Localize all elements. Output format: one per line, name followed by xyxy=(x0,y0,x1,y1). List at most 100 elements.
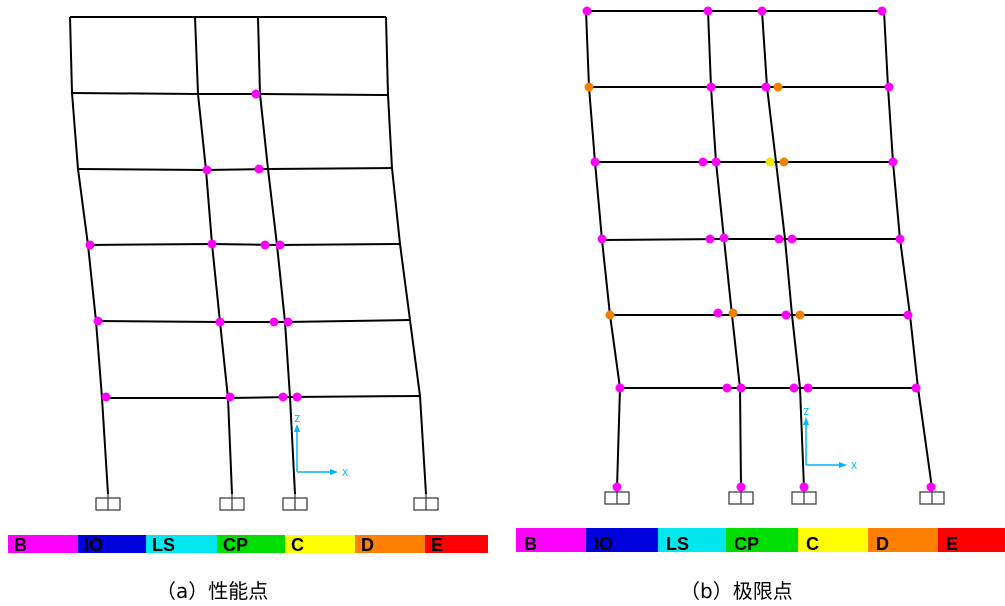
legend-item-cp: CP xyxy=(726,528,798,554)
column-3 xyxy=(761,10,805,489)
plastic-hinge-B xyxy=(698,157,708,167)
fixed-support-3 xyxy=(282,494,308,511)
plastic-hinge-B xyxy=(93,316,103,326)
plastic-hinge-D xyxy=(773,82,783,92)
plastic-hinge-B xyxy=(582,6,592,16)
plastic-hinge-B xyxy=(736,482,746,492)
plastic-hinge-B xyxy=(101,392,111,402)
plastic-hinge-B xyxy=(254,164,264,174)
plastic-hinge-B xyxy=(615,383,625,393)
column-1 xyxy=(585,10,622,489)
legend-item-d: D xyxy=(868,528,938,554)
legend-item-e: E xyxy=(425,535,488,555)
legend-swatch xyxy=(217,535,285,553)
legend-swatch xyxy=(425,535,488,553)
legend-label: IO xyxy=(84,535,103,555)
plastic-hinge-B xyxy=(85,240,95,250)
plastic-hinge-B xyxy=(736,383,746,393)
plastic-hinge-B xyxy=(590,157,600,167)
legend-item-ls: LS xyxy=(658,528,726,554)
legend-item-b: B xyxy=(8,535,78,555)
plastic-hinge-B xyxy=(202,165,212,175)
plastic-hinge-B xyxy=(761,82,771,92)
fixed-support-1 xyxy=(95,494,121,511)
legend-label: D xyxy=(876,534,889,554)
column-3 xyxy=(257,16,296,495)
plastic-hinge-B xyxy=(781,310,791,320)
legend-swatch xyxy=(868,528,938,552)
legend-item-e: E xyxy=(938,528,1005,554)
legend-swatch xyxy=(146,535,217,553)
plastic-hinge-B xyxy=(283,317,293,327)
legend-label: D xyxy=(361,535,374,555)
legend-item-b: B xyxy=(516,528,586,554)
legend-swatch xyxy=(658,528,726,552)
plastic-hinge-B xyxy=(705,234,715,244)
column-4 xyxy=(385,16,427,495)
plastic-hinge-B xyxy=(787,234,797,244)
plastic-hinge-B xyxy=(884,82,894,92)
plastic-hinge-B xyxy=(789,383,799,393)
beam-floor-1 xyxy=(102,395,421,399)
column-4 xyxy=(883,10,933,489)
legend-item-c: C xyxy=(285,535,355,555)
plastic-hinge-B xyxy=(803,383,813,393)
legend-swatch xyxy=(78,535,146,553)
plastic-hinge-B xyxy=(713,308,723,318)
plastic-hinge-D xyxy=(779,157,789,167)
caption-b: （b）极限点 xyxy=(680,579,793,603)
axis-triad: ZX xyxy=(294,414,348,479)
x-axis-label: X xyxy=(342,468,348,479)
legend-label: IO xyxy=(594,534,613,554)
plastic-hinge-B xyxy=(711,157,721,167)
beam-floor-3 xyxy=(601,238,900,241)
axis-triad: ZX xyxy=(803,407,857,472)
plastic-hinge-B xyxy=(269,317,279,327)
legend-label: CP xyxy=(223,535,248,555)
legend-item-cp: CP xyxy=(217,535,285,555)
plastic-hinge-B xyxy=(207,239,217,249)
legend-item-io: IO xyxy=(586,528,658,554)
legend-swatch xyxy=(938,528,1005,552)
hinge-legend-b: B IO LS CP C D E xyxy=(516,528,1005,554)
plastic-hinge-B xyxy=(877,6,887,16)
legend-item-io: IO xyxy=(78,535,146,555)
x-arrow-icon xyxy=(839,462,847,468)
plastic-hinge-B xyxy=(911,383,921,393)
legend-swatch xyxy=(726,528,798,552)
beam-floor-4 xyxy=(77,167,393,172)
fixed-support-4 xyxy=(413,494,439,511)
plastic-hinge-B xyxy=(251,89,261,99)
legend-label: B xyxy=(524,534,537,554)
hinge-legend-a: B IO LS CP C D E xyxy=(8,535,488,555)
plastic-hinge-B xyxy=(926,482,936,492)
z-axis-label: Z xyxy=(294,414,300,425)
plastic-hinge-B xyxy=(260,240,270,250)
plastic-hinge-D xyxy=(728,308,738,318)
beam-floor-2 xyxy=(95,319,411,323)
plastic-hinge-D xyxy=(584,82,594,92)
z-arrow-icon xyxy=(803,417,809,425)
column-1 xyxy=(69,16,109,495)
legend-label: C xyxy=(291,535,304,555)
legend-swatch xyxy=(355,535,425,553)
legend-label: LS xyxy=(666,534,689,554)
legend-swatch xyxy=(8,535,78,553)
frame-panel-a: ZX xyxy=(69,16,439,511)
z-arrow-icon xyxy=(294,424,300,432)
legend-label: CP xyxy=(734,534,759,554)
plastic-hinge-B xyxy=(888,157,898,167)
fixed-support-2 xyxy=(219,494,245,511)
plastic-hinge-B xyxy=(757,6,767,16)
legend-swatch xyxy=(798,528,868,552)
legend-item-d: D xyxy=(355,535,425,555)
plastic-hinge-B xyxy=(597,234,607,244)
frame-panel-b: ZX xyxy=(582,6,945,505)
x-axis-label: X xyxy=(851,461,857,472)
legend-item-ls: LS xyxy=(146,535,217,555)
legend-swatch xyxy=(516,528,586,552)
caption-a: （a）性能点 xyxy=(156,579,269,603)
plastic-hinge-B xyxy=(275,240,285,250)
plastic-hinge-B xyxy=(612,482,622,492)
